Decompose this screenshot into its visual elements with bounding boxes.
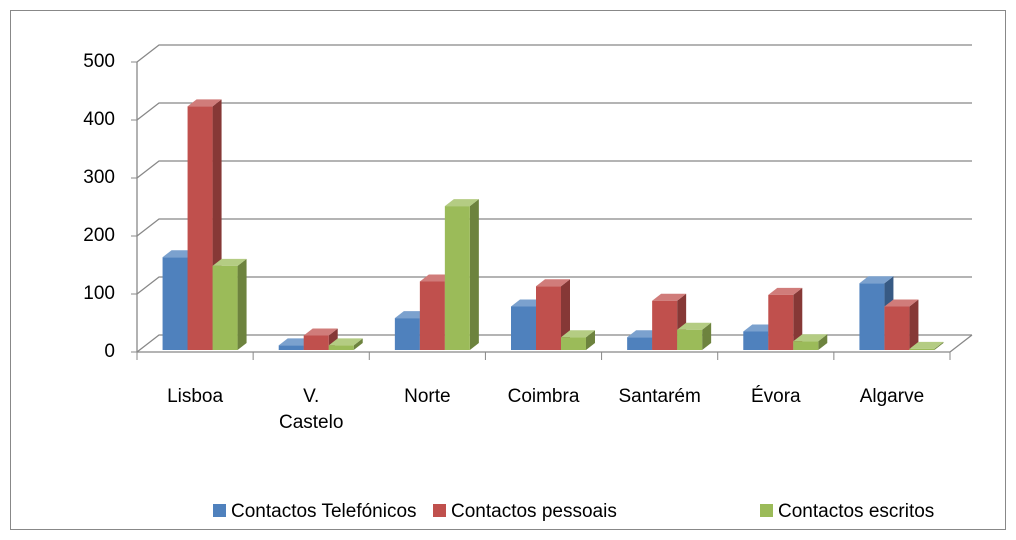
bar-side [818, 334, 828, 350]
bar [768, 287, 803, 350]
grid-line [136, 218, 972, 237]
legend-swatch [213, 504, 226, 517]
x-tick-label: Algarve [859, 386, 925, 407]
bar-top [793, 334, 828, 342]
bar-top [187, 99, 222, 107]
bar-side [793, 287, 803, 350]
bar-front [859, 283, 885, 350]
chart-border [10, 10, 1006, 530]
x-tick-label: Lisboa [167, 386, 224, 407]
legend-label: Contactos escritos [778, 501, 934, 522]
bar-side [702, 322, 712, 350]
bar-front [652, 300, 678, 350]
x-tick-label: Norte [404, 386, 451, 407]
y-tick-label: 500 [83, 51, 115, 72]
bar-front [212, 265, 238, 350]
y-tick-label: 0 [104, 341, 115, 362]
bar [677, 322, 712, 350]
legend-label: Contactos pessoais [451, 501, 617, 522]
bar-front [328, 345, 354, 350]
bar-top [561, 330, 595, 338]
bar-top [652, 293, 687, 301]
bar-front [511, 306, 536, 350]
bar [328, 338, 363, 350]
bar-front [419, 281, 445, 350]
legend-swatch [433, 504, 446, 517]
bar-front [187, 106, 213, 351]
grid-line [136, 160, 972, 179]
x-tick-label: Évora [750, 386, 801, 407]
bar-front [444, 206, 470, 350]
grid-line [136, 102, 972, 121]
bar [884, 299, 919, 350]
bar-top [536, 279, 570, 287]
bar-front [394, 318, 420, 350]
y-tick-label: 200 [83, 225, 115, 246]
bar-side [909, 299, 919, 350]
y-tick-label: 400 [83, 109, 115, 130]
grid-line [136, 44, 972, 63]
bar-top [328, 338, 363, 346]
bar-side [237, 258, 247, 350]
bar-top [677, 322, 712, 330]
x-tick-label: Santarém [618, 386, 701, 407]
bar-top [909, 341, 944, 349]
bar-front [303, 335, 329, 350]
legend-swatch [760, 504, 773, 517]
bar-top [212, 258, 247, 266]
bar-front [768, 294, 794, 350]
bar-top [303, 328, 338, 336]
bar-top [768, 287, 803, 295]
bar [212, 258, 247, 350]
bar-front [793, 341, 819, 350]
bar-top [859, 276, 894, 284]
y-tick-label: 100 [83, 283, 115, 304]
bar-side [934, 341, 944, 350]
bar-front [884, 306, 910, 350]
bar-front [278, 345, 304, 350]
bar [909, 341, 944, 350]
bar-side [469, 199, 479, 350]
bar-side [353, 338, 363, 350]
bar-front [162, 257, 188, 350]
bar-front [909, 348, 935, 350]
bar-top [444, 199, 479, 207]
bar-top [884, 299, 919, 307]
x-tick-label: V. Castelo [278, 386, 344, 433]
bar-front [743, 331, 769, 350]
legend-label: Contactos Telefónicos [231, 501, 417, 522]
y-tick-label: 300 [83, 167, 115, 188]
bar [793, 334, 828, 350]
bar-side [586, 330, 595, 350]
bar-front [627, 337, 653, 350]
grid-line [136, 276, 972, 295]
bar-front [677, 329, 703, 350]
bar-front [561, 337, 586, 350]
bar-front [536, 286, 561, 350]
bar [444, 199, 479, 350]
x-tick-label: Coimbra [507, 386, 580, 407]
bar [561, 330, 595, 350]
